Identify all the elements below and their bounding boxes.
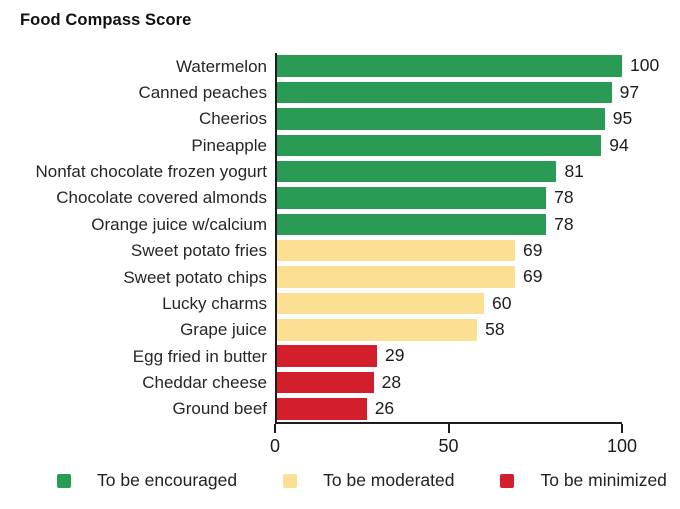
- legend-item: To be moderated: [283, 470, 454, 491]
- bar: [277, 266, 516, 288]
- legend-label: To be minimized: [540, 470, 667, 490]
- bar-zone: 60: [277, 290, 622, 316]
- legend-item: To be minimized: [500, 470, 667, 491]
- value-label: 69: [523, 239, 543, 260]
- bar: [277, 213, 547, 236]
- row-label: Lucky charms: [162, 293, 267, 313]
- bar-row: Orange juice w/calcium 78: [0, 211, 680, 237]
- bar-zone: 100: [277, 53, 659, 79]
- value-label: 97: [619, 81, 640, 102]
- bar-row: Sweet potato fries 69: [0, 238, 680, 264]
- bar-row: Grape juice 58: [0, 317, 680, 343]
- bar-row: Cheerios 95: [0, 106, 680, 132]
- row-label: Grape juice: [180, 320, 267, 340]
- bar: [277, 55, 622, 77]
- bar-row: Watermelon 100: [0, 53, 680, 79]
- bar-row: Chocolate covered almonds 78: [0, 185, 680, 211]
- bar-zone: 97: [277, 79, 639, 105]
- legend-swatch-icon: [283, 473, 298, 488]
- value-label: 60: [492, 292, 512, 313]
- bar-zone: 78: [277, 185, 622, 211]
- bar: [277, 345, 378, 367]
- bar-zone: 69: [277, 264, 622, 290]
- bar-zone: 69: [277, 238, 622, 264]
- legend-label: To be encouraged: [97, 470, 238, 490]
- bar: [277, 108, 605, 130]
- row-label: Sweet potato fries: [130, 241, 267, 261]
- value-label: 28: [381, 371, 402, 392]
- legend-swatch-icon: [500, 473, 515, 488]
- value-label: 78: [554, 213, 574, 234]
- bar-row: Pineapple 94: [0, 132, 680, 158]
- legend-swatch-icon: [57, 473, 71, 488]
- bar-zone: 94: [277, 132, 629, 158]
- x-tick: [274, 424, 276, 434]
- bar-chart: Watermelon 100 Canned peaches 97 Cheerio…: [0, 53, 680, 462]
- row-label: Ground beef: [172, 399, 267, 419]
- bar: [277, 160, 557, 183]
- bar: [277, 371, 374, 394]
- x-tick-label: 0: [269, 436, 281, 457]
- bar: [277, 187, 547, 209]
- bar-zone: 95: [277, 106, 632, 132]
- row-label: Canned peaches: [138, 83, 267, 103]
- bar: [277, 134, 602, 156]
- value-label: 100: [630, 55, 660, 76]
- bar-row: Egg fried in butter 29: [0, 343, 680, 369]
- legend-label: To be moderated: [323, 470, 455, 490]
- row-label: Orange juice w/calcium: [91, 214, 267, 234]
- row-label: Cheddar cheese: [142, 372, 267, 392]
- bar-zone: 78: [277, 211, 622, 237]
- legend-item: To be encouraged: [57, 470, 237, 491]
- bar-row: Sweet potato chips 69: [0, 264, 680, 290]
- bar-row: Lucky charms 60: [0, 290, 680, 316]
- value-label: 26: [374, 398, 395, 419]
- bar-zone: 28: [277, 369, 622, 395]
- bar: [277, 319, 478, 341]
- row-label: Nonfat chocolate frozen yogurt: [35, 162, 267, 182]
- x-tick-label: 50: [438, 436, 459, 457]
- bar-row: Canned peaches 97: [0, 79, 680, 105]
- value-label: 81: [564, 160, 584, 181]
- value-label: 78: [554, 187, 574, 208]
- bar-row: Cheddar cheese 28: [0, 369, 680, 395]
- bar-row: Nonfat chocolate frozen yogurt 81: [0, 158, 680, 184]
- row-label: Watermelon: [175, 56, 267, 76]
- bar: [277, 239, 516, 262]
- x-tick: [621, 424, 623, 434]
- bar: [277, 292, 484, 315]
- x-tick-label: 100: [606, 436, 638, 457]
- row-label: Sweet potato chips: [123, 267, 267, 287]
- value-label: 95: [612, 108, 633, 129]
- legend: To be encouraged To be moderated To be m…: [57, 470, 667, 491]
- x-tick: [447, 424, 450, 434]
- value-label: 58: [485, 319, 505, 340]
- bar-row: Ground beef 26: [0, 396, 680, 422]
- value-label: 29: [385, 345, 405, 366]
- bar-zone: 29: [277, 343, 622, 369]
- y-axis-line: [275, 53, 277, 423]
- row-label: Egg fried in butter: [132, 346, 267, 366]
- bar-zone: 58: [277, 317, 622, 343]
- value-label: 69: [523, 266, 543, 287]
- bar: [277, 398, 367, 420]
- row-label: Chocolate covered almonds: [56, 188, 267, 208]
- bar: [277, 81, 612, 104]
- value-label: 94: [609, 134, 629, 155]
- bar-zone: 26: [277, 396, 622, 422]
- chart-rows: Watermelon 100 Canned peaches 97 Cheerio…: [0, 53, 680, 423]
- page-title: Food Compass Score: [20, 11, 192, 29]
- x-axis-line: 0 50 100: [270, 422, 637, 462]
- bar-zone: 81: [277, 158, 622, 184]
- row-label: Cheerios: [198, 109, 267, 129]
- row-label: Pineapple: [191, 135, 267, 155]
